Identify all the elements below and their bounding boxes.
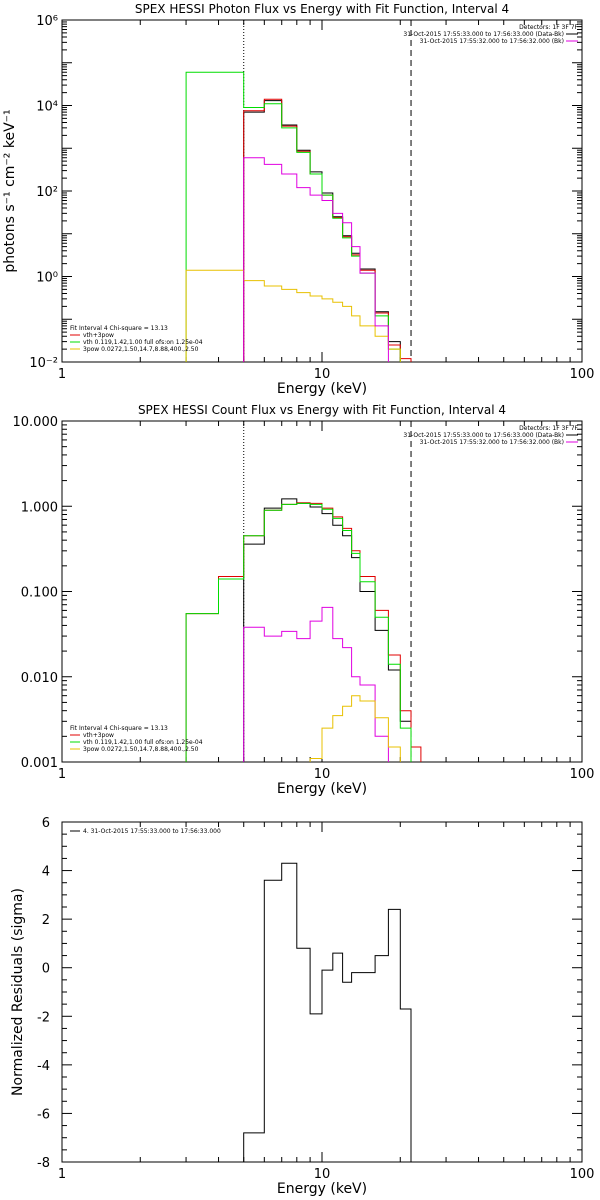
y-tick-label: 6	[42, 816, 50, 831]
y-tick-label: -2	[37, 1010, 50, 1025]
y-tick-label: 10⁻²	[29, 356, 58, 371]
detectors-label: Detectors: 1F 3F 7F	[519, 24, 578, 31]
chart-title: SPEX HESSI Photon Flux vs Energy with Fi…	[135, 2, 509, 16]
series-group	[243, 862, 412, 1162]
y-tick-label: 10⁶	[36, 14, 58, 29]
series-group	[185, 498, 422, 762]
series-vth-line	[185, 502, 412, 762]
x-tick-label: 1	[58, 767, 66, 782]
series-vth-line	[185, 71, 401, 362]
chart-panel-2: SPEX HESSI Count Flux vs Energy with Fit…	[13, 403, 595, 797]
time-interval-label: 31-Oct-2015 17:55:32.000 to 17:56:32.000…	[420, 439, 564, 446]
series-vth-3pow-line	[243, 98, 412, 362]
x-tick-label: 100	[570, 767, 595, 782]
legend-title: Fit Interval 4 Chi-square = 13.13	[70, 325, 168, 332]
series-residuals-line	[243, 862, 412, 1162]
x-tick-label: 100	[570, 367, 595, 382]
y-axis-label: photons s⁻¹ cm⁻² keV⁻¹	[2, 109, 18, 272]
legend-entry: vth 0.119,1.42,1.00 full ofs:on 1.25e-04	[83, 739, 203, 746]
y-axis-label: Normalized Residuals (sigma)	[10, 888, 26, 1096]
legend-entry: 3pow 0.0272,1.50,14.7,8.88,400.,2.50	[83, 746, 199, 753]
y-tick-label: 2	[42, 913, 50, 928]
legend-title: Fit Interval 4 Chi-square = 13.13	[70, 725, 168, 732]
x-tick-label: 100	[570, 1167, 595, 1182]
series-data-bk-line	[243, 498, 412, 762]
legend-entry: 3pow 0.0272,1.50,14.7,8.88,400.,2.50	[83, 346, 199, 353]
x-tick-label: 10	[314, 767, 331, 782]
y-tick-label: 10⁴	[36, 100, 58, 115]
x-axis-label: Energy (keV)	[277, 781, 367, 797]
series-data-bk-line	[243, 100, 401, 362]
y-tick-label: 0.010	[21, 671, 58, 686]
time-interval-label: 31-Oct-2015 17:55:33.000 to 17:56:33.000…	[403, 31, 564, 38]
series-3pow-line	[309, 695, 401, 762]
series-group	[185, 71, 412, 362]
y-tick-label: -4	[37, 1059, 50, 1074]
y-tick-label: 0.100	[21, 586, 58, 601]
time-interval-label: 31-Oct-2015 17:55:32.000 to 17:56:32.000…	[420, 38, 564, 45]
y-tick-label: 4	[42, 865, 50, 880]
legend-entry: vth+3pow	[83, 732, 114, 739]
chart-panel-3: 1 10 100 Energy (keV) -8 -6 -4 -2 0 2 4 6 Normalized…	[10, 816, 594, 1197]
y-tick-label: 1.000	[21, 500, 58, 515]
time-interval-label: 31-Oct-2015 17:55:33.000 to 17:56:33.000…	[403, 432, 564, 439]
chart-title: SPEX HESSI Count Flux vs Energy with Fit…	[138, 403, 506, 417]
series-bk-line	[243, 606, 389, 762]
y-tick-label: -6	[37, 1107, 50, 1122]
y-tick-label: 10.000	[13, 415, 59, 430]
x-axis-label: Energy (keV)	[277, 381, 367, 397]
x-tick-label: 10	[314, 1167, 331, 1182]
y-tick-label: 10²	[36, 185, 58, 200]
x-tick-label: 10	[314, 367, 331, 382]
x-tick-label: 1	[58, 1167, 66, 1182]
y-tick-label: 10⁰	[36, 271, 58, 286]
plot-frame	[61, 420, 583, 763]
legend-entry: vth 0.119,1.42,1.00 full ofs:on 1.25e-04	[83, 339, 203, 346]
legend-entry: vth+3pow	[83, 332, 114, 339]
y-tick-label: 0.001	[21, 756, 58, 771]
detectors-label: Detectors: 1F 3F 7F	[519, 425, 578, 432]
legend-entry: 4. 31-Oct-2015 17:55:33.000 to 17:56:33.…	[83, 828, 221, 835]
series-3pow-line	[185, 269, 401, 362]
series-vth-3pow-line	[185, 502, 422, 762]
y-tick-label: 0	[42, 962, 50, 977]
x-tick-label: 1	[58, 367, 66, 382]
x-axis-label: Energy (keV)	[277, 1181, 367, 1197]
y-tick-label: -8	[37, 1156, 50, 1171]
series-bk-line	[243, 157, 389, 362]
chart-panel-1: SPEX HESSI Photon Flux vs Energy with Fi…	[2, 2, 594, 397]
